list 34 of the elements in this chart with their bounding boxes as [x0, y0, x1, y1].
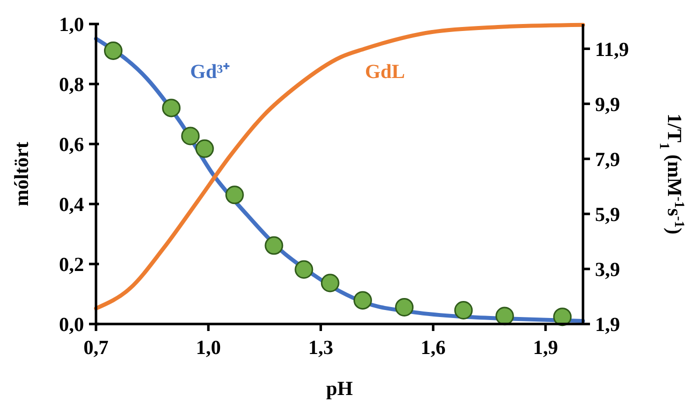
y-tick-label: 0,8	[59, 74, 84, 96]
x-tick-label: 0,7	[84, 337, 108, 359]
y-axis-title: móltört	[11, 141, 33, 206]
y-tick-label: 1,0	[59, 14, 84, 36]
point	[553, 308, 572, 326]
y2-tick-label: 1,9	[595, 314, 620, 336]
y-tick-label: 0,0	[59, 314, 84, 336]
point	[264, 236, 284, 255]
x-tick-label: 1,9	[533, 337, 558, 359]
x-axis-title: pH	[326, 378, 354, 400]
point	[195, 139, 214, 158]
point	[395, 298, 414, 316]
x-tick-label: 1,6	[420, 337, 446, 359]
point	[225, 186, 244, 204]
point	[104, 41, 122, 60]
point	[162, 98, 181, 118]
point	[294, 260, 314, 279]
point	[495, 306, 514, 326]
series-label: Gd³⁺	[190, 61, 230, 83]
x-tick-label: 1,0	[196, 337, 221, 359]
point	[454, 300, 473, 320]
series-label: GdL	[364, 61, 406, 83]
y2-tick-label: 9,9	[595, 94, 620, 116]
point	[181, 126, 200, 146]
x-tick-label: 1,3	[308, 337, 334, 359]
y2-tick-label: 7,9	[595, 148, 620, 171]
y-tick-label: 0,6	[59, 134, 84, 156]
point	[353, 291, 372, 310]
y2-tick-label: 11,9	[595, 38, 629, 61]
y2-tick-label: 5,9	[595, 204, 620, 226]
point	[320, 274, 340, 292]
y-tick-label: 0,2	[59, 254, 84, 276]
y2-tick-label: 3,9	[595, 258, 620, 281]
y-tick-label: 0,4	[59, 194, 84, 216]
